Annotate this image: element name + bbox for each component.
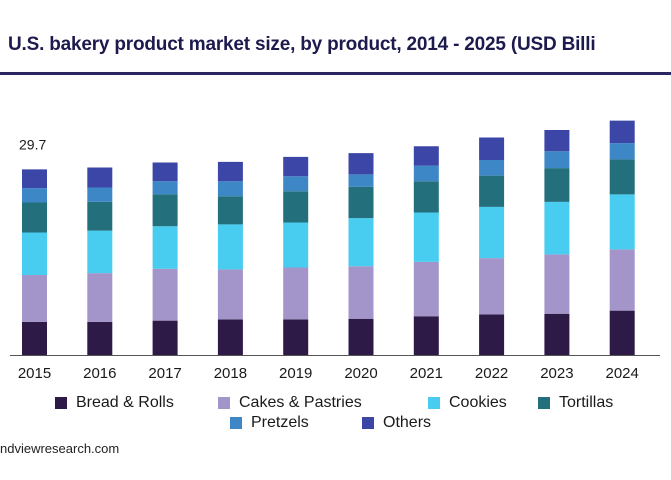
bar-2022-pretzels [479,160,505,176]
legend-swatch-cakes-pastries [218,397,230,409]
bar-2024-bread-rolls [609,310,635,356]
bar-2023-bread-rolls [544,313,570,355]
bar-2015-cookies [22,232,47,275]
bar-2018-pretzels [217,181,243,197]
bar-2018-bread-rolls [217,319,243,356]
bar-2024-pretzels [609,143,635,160]
x-tick-label-2023: 2023 [540,365,573,382]
legend-label-others: Others [383,414,432,431]
bar-2015-others [22,169,47,189]
x-tick-label-2021: 2021 [410,365,443,382]
bar-2022-cakes-pastries [479,258,505,315]
legend-swatch-cookies [428,397,440,409]
bar-2023-pretzels [544,151,570,169]
bar-2017-others [152,162,178,182]
x-tick-label-2024: 2024 [606,365,639,382]
bar-2015-cakes-pastries [22,275,47,322]
x-tick-label-2019: 2019 [279,365,312,382]
bar-2023-others [544,130,570,152]
bar-2015-bread-rolls [22,321,47,356]
bar-2024-others [609,120,635,144]
bar-2021-bread-rolls [413,316,439,355]
x-tick-label-2016: 2016 [83,365,116,382]
x-tick-label-2017: 2017 [148,365,181,382]
bar-2024-cookies [609,194,635,250]
x-tick-label-2015: 2015 [18,365,51,382]
legend-item-bread-rolls: Bread & Rolls [55,394,174,412]
bar-2023-tortillas [544,168,570,202]
bar-2015-pretzels [22,188,47,203]
bar-2017-bread-rolls [152,320,178,356]
bar-2017-pretzels [152,181,178,195]
legend-label-tortillas: Tortillas [559,394,614,411]
x-tick-label-2020: 2020 [344,365,377,382]
bar-2016-tortillas [87,201,113,231]
legend-label-pretzels: Pretzels [251,414,309,431]
bar-2024-cakes-pastries [609,249,635,311]
bar-2024-tortillas [609,159,635,195]
bar-2022-others [479,137,505,160]
bar-2021-cookies [413,212,439,262]
bar-2021-pretzels [413,165,439,182]
bar-2023-cookies [544,201,570,255]
title-divider [0,72,671,75]
bar-2021-tortillas [413,181,439,213]
bar-2018-cookies [217,224,243,270]
bar-2019-tortillas [283,191,309,223]
bar-2019-cookies [283,222,309,268]
bar-2020-cookies [348,218,374,267]
bar-2023-cakes-pastries [544,254,570,314]
bar-2020-others [348,153,374,175]
bar-2019-bread-rolls [283,319,309,356]
legend-swatch-others [362,417,374,429]
source-credit: ndviewresearch.com [0,441,120,456]
bar-2015-tortillas [22,202,47,233]
bar-2022-bread-rolls [479,314,505,356]
legend-label-cakes-pastries: Cakes & Pastries [239,394,362,411]
chart-title: U.S. bakery product market size, by prod… [8,34,596,55]
legend-label-cookies: Cookies [449,394,507,411]
legend-swatch-bread-rolls [55,397,67,409]
bar-2019-cakes-pastries [283,267,309,320]
bar-2018-tortillas [217,196,243,225]
bar-2017-cakes-pastries [152,268,178,321]
legend-swatch-pretzels [230,417,242,429]
stacked-bar-chart: 2015 29.7 2016 2017 2018 2019 2020 2021 2022 2023… [10,120,660,382]
bar-2020-cakes-pastries [348,266,374,319]
bar-2017-tortillas [152,194,178,227]
bar-2020-pretzels [348,174,374,187]
legend-item-cakes-pastries: Cakes & Pastries [218,394,362,412]
bar-2016-cakes-pastries [87,273,113,322]
legend-item-others: Others [362,414,431,432]
bar-2020-bread-rolls [348,318,374,355]
bar-2016-others [87,167,113,188]
legend-item-pretzels: Pretzels [230,414,309,432]
data-label-2015: 29.7 [19,136,46,152]
bar-2020-tortillas [348,186,374,219]
bar-2016-cookies [87,230,113,274]
bar-2016-pretzels [87,187,113,202]
bar-2019-pretzels [283,176,309,192]
bar-2021-cakes-pastries [413,261,439,317]
bar-2017-cookies [152,226,178,269]
legend-item-tortillas: Tortillas [538,394,613,412]
legend-swatch-tortillas [538,397,550,409]
bar-2018-others [217,161,243,182]
bar-2021-others [413,146,439,166]
bar-2019-others [283,156,309,177]
bar-2022-cookies [479,206,505,259]
legend-label-bread-rolls: Bread & Rolls [76,394,174,411]
bar-2016-bread-rolls [87,321,113,356]
legend-item-cookies: Cookies [428,394,507,412]
x-tick-label-2018: 2018 [214,365,247,382]
bar-2018-cakes-pastries [217,269,243,320]
x-tick-label-2022: 2022 [475,365,508,382]
bar-2022-tortillas [479,175,505,207]
